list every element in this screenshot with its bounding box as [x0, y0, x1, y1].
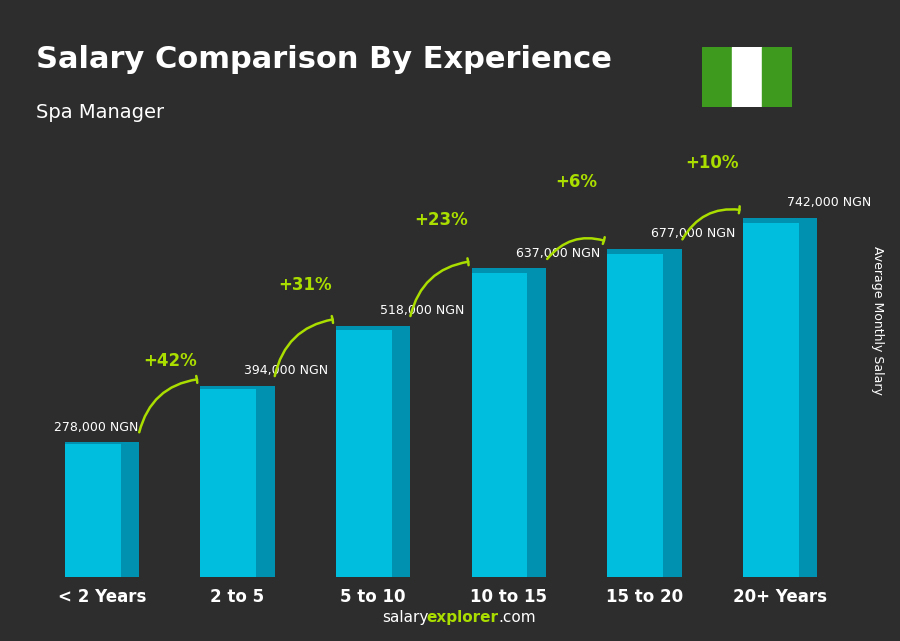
FancyBboxPatch shape: [742, 217, 817, 223]
Text: +31%: +31%: [279, 276, 332, 294]
Text: Spa Manager: Spa Manager: [36, 103, 164, 122]
Text: 278,000 NGN: 278,000 NGN: [55, 420, 139, 433]
Text: 394,000 NGN: 394,000 NGN: [244, 364, 328, 378]
Text: .com: .com: [499, 610, 536, 625]
FancyBboxPatch shape: [663, 249, 681, 577]
FancyBboxPatch shape: [527, 269, 546, 577]
Text: explorer: explorer: [427, 610, 499, 625]
FancyBboxPatch shape: [201, 386, 274, 389]
FancyBboxPatch shape: [472, 269, 546, 273]
Bar: [742, 217, 817, 577]
FancyBboxPatch shape: [392, 326, 410, 577]
FancyBboxPatch shape: [336, 326, 410, 329]
Text: +10%: +10%: [686, 154, 739, 172]
Bar: [65, 442, 140, 577]
FancyBboxPatch shape: [798, 217, 817, 577]
Text: 742,000 NGN: 742,000 NGN: [787, 196, 871, 209]
Text: 518,000 NGN: 518,000 NGN: [380, 304, 464, 317]
Text: 677,000 NGN: 677,000 NGN: [652, 228, 735, 240]
Bar: [702, 47, 732, 107]
FancyBboxPatch shape: [65, 442, 140, 444]
Text: +42%: +42%: [143, 352, 196, 370]
Text: Average Monthly Salary: Average Monthly Salary: [871, 246, 884, 395]
FancyBboxPatch shape: [256, 386, 274, 577]
FancyBboxPatch shape: [121, 442, 140, 577]
FancyBboxPatch shape: [608, 249, 681, 254]
Bar: [732, 47, 762, 107]
Text: +6%: +6%: [555, 173, 598, 191]
Bar: [472, 269, 546, 577]
Bar: [608, 249, 681, 577]
Text: 637,000 NGN: 637,000 NGN: [516, 247, 599, 260]
Bar: [762, 47, 792, 107]
Text: Salary Comparison By Experience: Salary Comparison By Experience: [36, 45, 612, 74]
Text: salary: salary: [382, 610, 429, 625]
Bar: [201, 386, 274, 577]
Bar: [336, 326, 410, 577]
Text: +23%: +23%: [414, 211, 468, 229]
